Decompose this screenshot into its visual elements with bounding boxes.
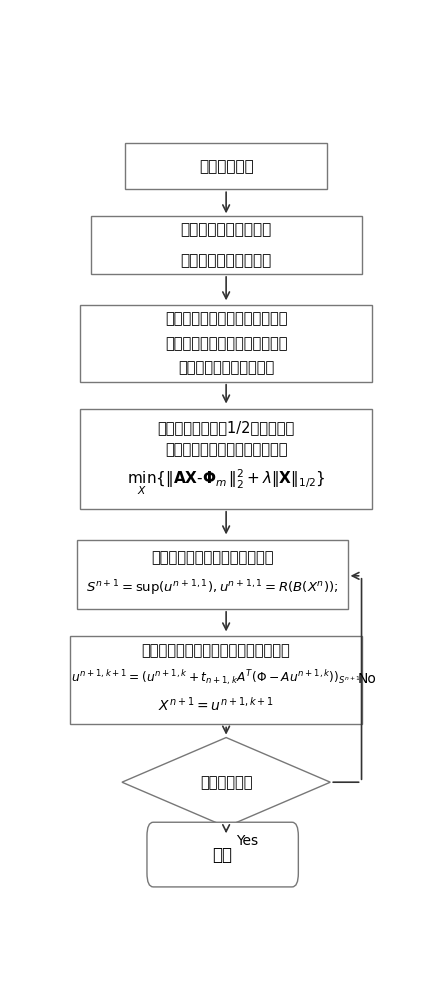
- FancyBboxPatch shape: [90, 216, 362, 274]
- FancyBboxPatch shape: [80, 305, 372, 382]
- Text: 根据光传输模型和有限元方法，: 根据光传输模型和有限元方法，: [165, 311, 287, 326]
- FancyBboxPatch shape: [147, 822, 298, 887]
- Text: 密度分布之间的线性关系: 密度分布之间的线性关系: [178, 360, 274, 375]
- Text: 利用半阈值技术得到支撑集合：: 利用半阈值技术得到支撑集合：: [151, 550, 273, 565]
- FancyBboxPatch shape: [125, 143, 327, 189]
- Text: 结束: 结束: [213, 846, 233, 864]
- Text: $X^{n+1}=u^{n+1,k+1}$: $X^{n+1}=u^{n+1,k+1}$: [158, 696, 274, 714]
- Text: $\min_X\{\|\mathbf{AX}\text{-}\mathbf{\Phi}_m\|_2^2+\lambda\|\mathbf{X}\|_{1/2}\: $\min_X\{\|\mathbf{AX}\text{-}\mathbf{\P…: [127, 467, 325, 497]
- Text: 停止条件判断: 停止条件判断: [200, 775, 252, 790]
- FancyBboxPatch shape: [77, 540, 348, 609]
- Text: $u^{n+1,k+1}=(u^{n+1,k}+t_{n+1,k}A^T(\Phi-Au^{n+1,k}))_{S^{n+1}}$: $u^{n+1,k+1}=(u^{n+1,k}+t_{n+1,k}A^T(\Ph…: [71, 669, 361, 688]
- Text: 构建有约束条件的1/2范数极小化: 构建有约束条件的1/2范数极小化: [158, 420, 295, 436]
- Text: 构信息和光学特性参数: 构信息和光学特性参数: [181, 253, 272, 268]
- Text: 建立测量数据与重建目标的光子: 建立测量数据与重建目标的光子: [165, 336, 287, 351]
- Text: 获得重建目标的解剖结: 获得重建目标的解剖结: [181, 222, 272, 237]
- Text: 利用追踪技术得到支撑集合的最优解：: 利用追踪技术得到支撑集合的最优解：: [141, 643, 290, 658]
- FancyBboxPatch shape: [80, 409, 372, 509]
- Polygon shape: [122, 738, 330, 827]
- Text: $S^{n+1}=\mathrm{sup}(u^{n+1,1}),u^{n+1,1}=R(B(X^n));$: $S^{n+1}=\mathrm{sup}(u^{n+1,1}),u^{n+1,…: [86, 578, 338, 598]
- Text: 获得测量数据: 获得测量数据: [199, 159, 254, 174]
- Text: Yes: Yes: [236, 834, 258, 848]
- Text: No: No: [358, 672, 376, 686]
- Text: 问题，用拉格朗日形式表示为：: 问题，用拉格朗日形式表示为：: [165, 442, 287, 457]
- FancyBboxPatch shape: [70, 636, 362, 724]
